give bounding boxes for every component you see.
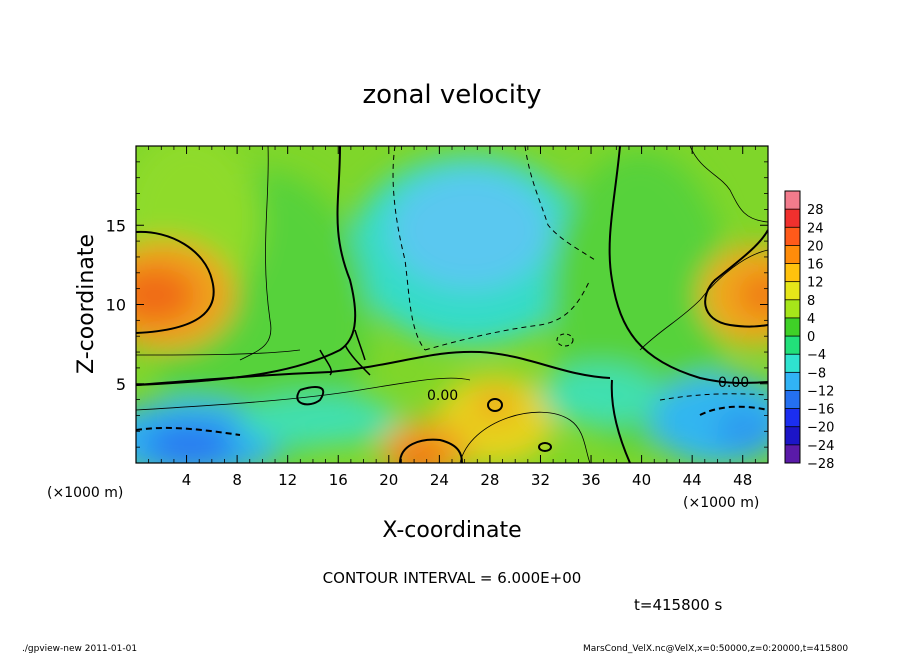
- colorbar-label: 12: [807, 276, 824, 291]
- colorbar-label: 20: [807, 239, 824, 254]
- colorbar-label: 16: [807, 258, 824, 273]
- colorbar-swatch: [785, 336, 800, 355]
- colorbar-swatch: [785, 191, 800, 210]
- x-tick-label: 20: [379, 471, 398, 489]
- colorbar-label: −8: [807, 366, 826, 381]
- x-tick-label: 12: [278, 471, 297, 489]
- contour-interval-text: CONTOUR INTERVAL = 6.000E+00: [323, 569, 582, 587]
- x-tick-label: 32: [531, 471, 550, 489]
- x-tick-label: 16: [329, 471, 348, 489]
- colorbar-label: −4: [807, 348, 826, 363]
- contours: [136, 146, 768, 463]
- colorbar-swatch: [785, 209, 800, 228]
- plot-area: [135, 145, 769, 464]
- colorbar-swatch: [785, 354, 800, 373]
- colorbar-swatch: [785, 245, 800, 265]
- y-axis: 5 10 15: [106, 161, 768, 448]
- y-axis-label: Z-coordinate: [74, 234, 99, 374]
- chart-title: zonal velocity: [362, 80, 541, 110]
- colorbar-swatch: [785, 408, 800, 428]
- y-tick-label: 10: [106, 296, 126, 315]
- y-tick-label: 5: [116, 375, 126, 394]
- colorbar-label: −16: [807, 403, 834, 418]
- x-tick-label: 4: [182, 471, 192, 489]
- contour-label: 0.00: [427, 388, 458, 404]
- colorbar-swatch: [785, 317, 800, 337]
- colorbar-swatch: [785, 444, 800, 464]
- y-tick-label: 15: [106, 216, 126, 235]
- colorbar-label: −20: [807, 421, 834, 436]
- colorbar-label: 8: [807, 294, 815, 309]
- x-tick-label: 28: [480, 471, 499, 489]
- time-text: t=415800 s: [634, 596, 722, 614]
- colorbar-label: 4: [807, 312, 815, 327]
- colorbar-swatch: [785, 372, 800, 391]
- colorbar: 28 24 20 16 12 8 4 0 −4 −8 −12 −16 −20 −24 −28: [784, 190, 834, 472]
- footer-right: MarsCond_VelX.nc@VelX,x=0:50000,z=0:2000…: [583, 644, 848, 654]
- x-tick-label: 40: [632, 471, 651, 489]
- colorbar-label: −12: [807, 384, 834, 399]
- x-axis-label: X-coordinate: [382, 518, 521, 543]
- colorbar-swatch: [785, 281, 800, 301]
- colorbar-swatch: [785, 390, 800, 410]
- x-tick-label: 48: [733, 471, 752, 489]
- colorbar-swatch: [785, 299, 800, 319]
- colorbar-swatch: [785, 227, 800, 246]
- x-tick-label: 36: [581, 471, 600, 489]
- x-axis: 4 8 12 16 20 24 28 32 36 40 44 48: [148, 146, 756, 489]
- x-tick-label: 8: [232, 471, 242, 489]
- colorbar-label: 24: [807, 221, 824, 236]
- contour-label: 0.00: [718, 375, 749, 391]
- colorbar-label: −28: [807, 457, 834, 472]
- colorbar-swatch: [785, 426, 800, 446]
- colorbar-label: −24: [807, 439, 834, 454]
- x-tick-label: 44: [683, 471, 702, 489]
- colorbar-swatch: [785, 263, 800, 283]
- x-axis-unit-left: (×1000 m): [47, 485, 123, 501]
- x-axis-unit-right: (×1000 m): [683, 495, 759, 511]
- colorbar-label: 28: [807, 203, 824, 218]
- footer-left: ./gpview-new 2011-01-01: [22, 644, 137, 654]
- x-tick-label: 24: [430, 471, 449, 489]
- colorbar-label: 0: [807, 330, 815, 345]
